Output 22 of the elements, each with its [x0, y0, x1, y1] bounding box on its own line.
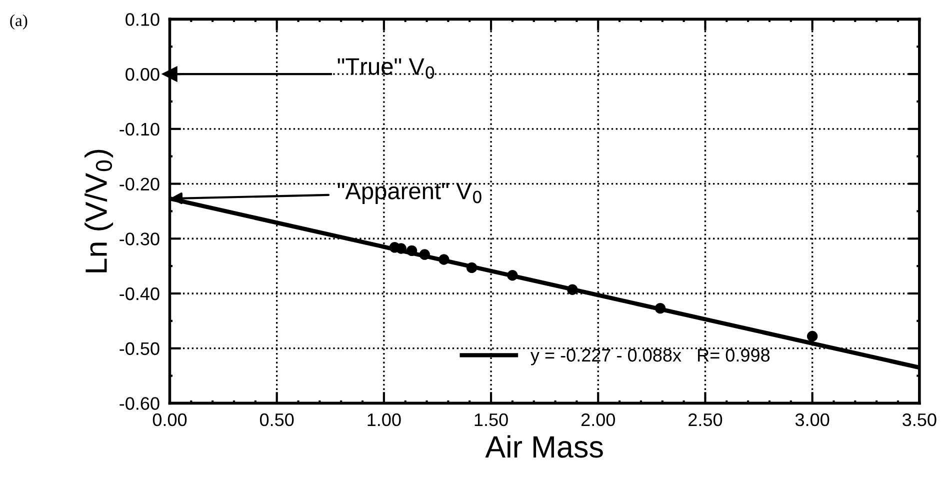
- ref-line-label: "True" V$_{0}$: [338, 58, 434, 79]
- y-tick-label: -0.30: [120, 232, 160, 246]
- y-tick-label: -0.60: [120, 397, 160, 410]
- x-tick-label: 0.00: [152, 413, 187, 426]
- legend-label: y = -0.227 - 0.088x R= 0.998: [530, 348, 770, 366]
- y-tick-label: -0.20: [120, 178, 160, 190]
- x-tick-label: 1.50: [474, 413, 508, 426]
- x-tick-label: 1.00: [368, 413, 401, 426]
- y-tick-label: -0.50: [120, 342, 160, 356]
- y-tick-label: -0.40: [120, 287, 160, 300]
- annotation: "Apparent" V$_{0}$: [338, 182, 482, 204]
- text: (a): [10, 14, 28, 30]
- x-tick-label: 3.50: [902, 413, 936, 426]
- y-tick-label: 0.00: [126, 68, 160, 81]
- x-tick-label: 0.50: [260, 413, 294, 426]
- y-axis-title: Ln (V/V$_{0}$): [84, 150, 114, 272]
- x-axis-title: Air Mass: [485, 435, 603, 458]
- x-tick-label: 2.50: [688, 413, 722, 426]
- y-tick-label: 0.10: [126, 13, 160, 26]
- x-tick-label: 3.00: [795, 413, 830, 426]
- y-tick-label: -0.10: [120, 122, 160, 136]
- x-tick-label: 2.00: [581, 413, 615, 426]
